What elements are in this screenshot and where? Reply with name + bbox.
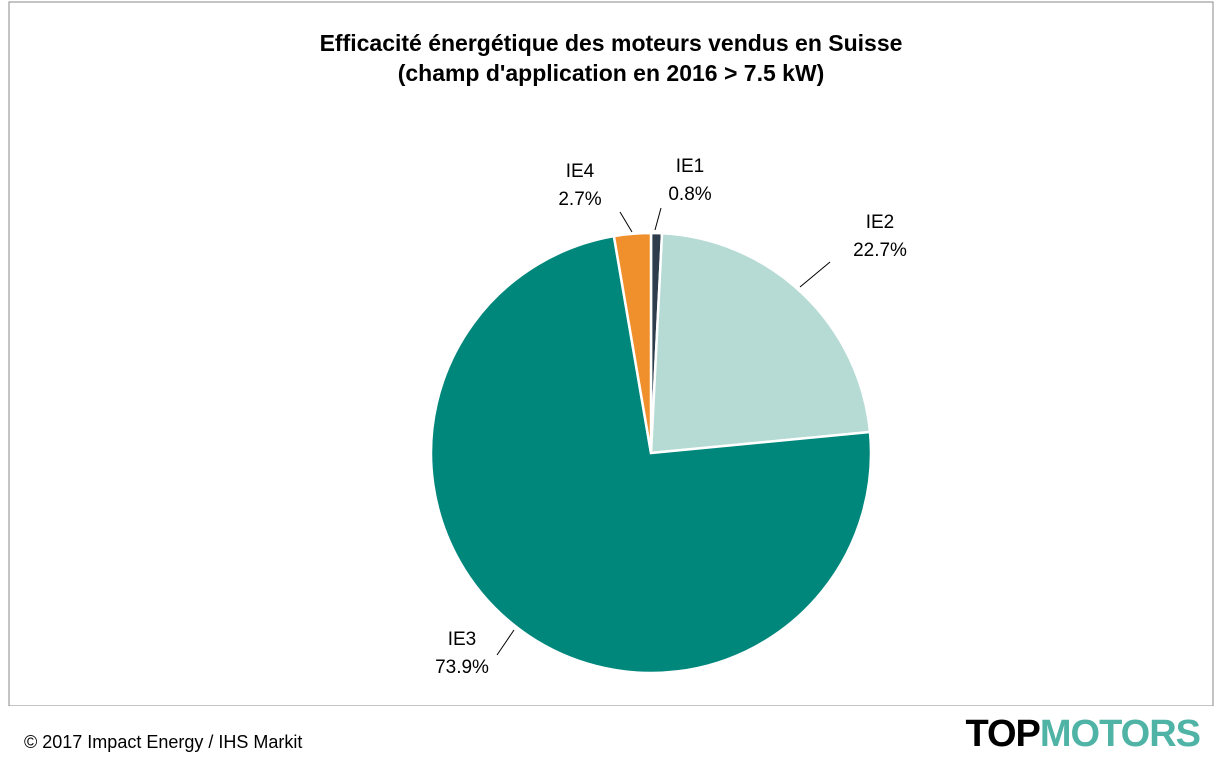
slice-value-label: 73.9%	[435, 657, 489, 678]
chart-title: Efficacité énergétique des moteurs vendu…	[320, 30, 903, 56]
logo-part: MOTORS	[1040, 713, 1200, 755]
leader-line	[799, 261, 831, 288]
chart-title: (champ d'application en 2016 > 7.5 kW)	[398, 60, 825, 86]
slice-category: IE1	[676, 156, 705, 177]
slice-category: IE3	[448, 629, 477, 650]
slice-value-label: 2.7%	[558, 189, 601, 210]
pie-slice	[649, 231, 872, 455]
slice-value-label: 22.7%	[853, 240, 907, 261]
logo: TOPMOTORS	[965, 713, 1200, 755]
leader-line	[619, 211, 633, 233]
pie-slice	[429, 234, 873, 675]
source-note: © 2017 Impact Energy / IHS Markit	[24, 732, 302, 752]
logo-part: TOP	[965, 713, 1040, 755]
slice-category: IE2	[866, 212, 895, 233]
leader-line	[496, 629, 515, 656]
slice-category: IE4	[566, 161, 595, 182]
pie-slice	[612, 231, 653, 454]
slice-value-label: 0.8%	[668, 184, 711, 205]
leader-line	[654, 207, 662, 231]
footer-band	[0, 706, 1216, 758]
